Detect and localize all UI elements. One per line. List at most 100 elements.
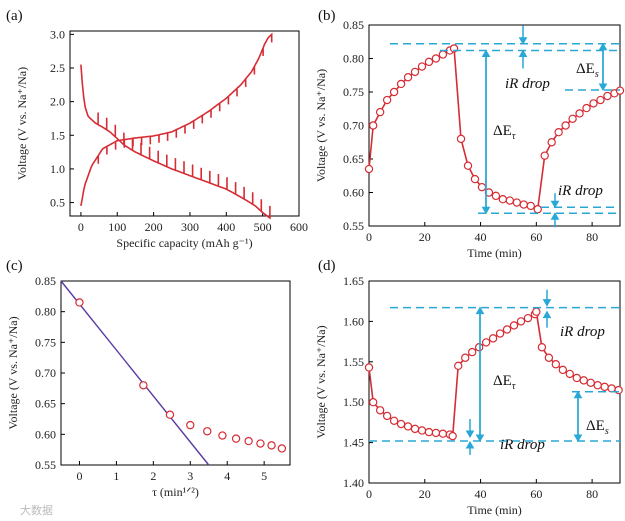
b-ytick-label-0: 0.55	[343, 219, 364, 233]
d-point-18	[481, 338, 491, 347]
c-point-6	[231, 434, 241, 443]
d-point-34	[586, 378, 595, 388]
d-point-26	[532, 307, 541, 316]
d-point-15	[461, 353, 470, 362]
a-x-axis-label: Specific capacity (mAh g⁻¹)	[116, 236, 252, 250]
b-point-2	[375, 107, 385, 117]
d-point-10	[431, 428, 441, 438]
c-point-7	[244, 436, 253, 446]
b-xtick-label-2: 40	[475, 230, 487, 244]
c-fit-line	[60, 280, 210, 466]
d-point-2	[375, 406, 385, 415]
b-ytick-label-2: 0.65	[343, 152, 364, 166]
c-point-4	[203, 427, 212, 436]
b-point-27	[547, 138, 556, 147]
b-delta-es-label: ΔEs	[576, 61, 599, 80]
d-ytick-label-2: 1.50	[343, 395, 364, 409]
d-ytick-label-4: 1.60	[343, 314, 364, 328]
panel-d: 1.40 1.45 1.50 1.55 1.60 1.65 0 20 40 60 80 Time (m…	[314, 274, 623, 517]
panel-label-c: (c)	[6, 258, 23, 274]
b-point-7	[410, 67, 420, 77]
b-point-17	[477, 182, 487, 192]
b-xtick-label-4: 80	[586, 230, 598, 244]
d-point-32	[572, 373, 581, 383]
d-point-29	[551, 360, 561, 369]
c-ytick-label-5: 0.80	[35, 305, 56, 319]
c-ytick-label-4: 0.75	[35, 335, 56, 349]
b-point-35	[603, 91, 612, 101]
d-ytick-label-3: 1.55	[343, 355, 364, 369]
b-x-axis-label: Time (min)	[467, 246, 522, 260]
c-xtick-label-1: 1	[113, 469, 119, 483]
b-ytick-label-3: 0.70	[343, 119, 364, 133]
d-point-36	[600, 382, 609, 392]
b-delta-es-arrow-up-head	[598, 42, 608, 51]
a-plot-frame	[69, 30, 300, 217]
d-xtick-label-2: 40	[475, 487, 487, 501]
c-plot-frame	[60, 280, 291, 466]
a-xtick-label-5: 500	[254, 220, 272, 234]
d-point-27	[537, 343, 547, 352]
d-point-20	[495, 329, 505, 338]
b-point-31	[575, 109, 584, 118]
d-point-38	[614, 385, 623, 395]
a-xtick-label-2: 200	[145, 220, 163, 234]
b-point-0	[364, 164, 374, 174]
c-y-axis-label: Voltage (V vs. Na⁺/Na)	[6, 316, 20, 429]
d-delta-et-label: ΔEτ	[493, 373, 516, 392]
b-ir2-arrow-top-head	[550, 200, 560, 209]
b-ir-arrow-top-head	[518, 37, 528, 45]
b-ytick-label-4: 0.75	[343, 85, 364, 99]
b-xtick-label-0: 0	[366, 230, 372, 244]
c-xtick-label-5: 5	[261, 469, 267, 483]
c-xtick-label-0: 0	[76, 469, 82, 483]
b-point-16	[470, 174, 480, 184]
b-point-34	[596, 95, 605, 105]
a-ytick-label-3: 2.0	[50, 95, 65, 109]
c-point-0	[75, 298, 84, 307]
d-xtick-label-3: 60	[530, 487, 542, 501]
b-point-19	[491, 191, 501, 201]
c-point-1	[139, 381, 148, 390]
panel-c: 0.55 0.60 0.65 0.70 0.75 0.80 0.85 0 1 2 3 4 5 τ (min…	[6, 274, 291, 499]
d-point-28	[544, 353, 554, 362]
b-point-22	[512, 198, 522, 207]
c-ytick-label-3: 0.70	[35, 366, 56, 380]
b-point-29	[561, 121, 570, 130]
d-ytick-label-5: 1.65	[343, 274, 364, 288]
b-point-11	[438, 50, 448, 59]
d-ir2-arrow-top-head	[465, 430, 475, 438]
watermark: 大数据	[20, 503, 53, 517]
b-point-25	[533, 205, 542, 214]
c-xtick-label-3: 3	[187, 469, 193, 483]
b-point-24	[526, 201, 535, 211]
c-xtick-label-4: 4	[224, 469, 230, 483]
b-ir2-arrow-bottom-head	[550, 212, 560, 220]
b-point-28	[554, 127, 563, 137]
c-point-10	[277, 444, 287, 453]
d-point-30	[558, 365, 568, 375]
c-point-5	[218, 431, 227, 440]
d-point-0	[364, 363, 374, 372]
d-point-31	[565, 369, 575, 379]
a-series-1-line	[80, 32, 273, 207]
b-ir-drop-label-2: iR drop	[558, 183, 603, 199]
c-point-8	[256, 439, 265, 448]
b-ytick-label-1: 0.60	[343, 186, 364, 200]
d-x-axis-label: Time (min)	[467, 503, 522, 517]
b-point-1	[368, 121, 378, 130]
a-ytick-label-2: 1.5	[50, 128, 65, 142]
d-ytick-label-0: 1.40	[343, 476, 364, 490]
d-point-3	[382, 411, 392, 421]
a-xtick-label-4: 400	[217, 220, 235, 234]
b-point-14	[456, 134, 466, 144]
b-point-5	[396, 79, 406, 89]
a-xtick-label-6: 600	[290, 220, 308, 234]
d-point-17	[474, 343, 484, 352]
panel-b: 0.55 0.60 0.65 0.70 0.75 0.80 0.85 0 20 40 60 80 Tim…	[314, 18, 625, 260]
d-delta-es-label: ΔEs	[586, 418, 609, 437]
panel-a: 0.5 1.0 1.5 2.0 2.5 3.0 0 100 200 300 400 500 600 Spe…	[15, 27, 308, 250]
c-point-9	[267, 441, 276, 450]
d-point-24	[523, 313, 533, 323]
d-xtick-label-0: 0	[366, 487, 372, 501]
